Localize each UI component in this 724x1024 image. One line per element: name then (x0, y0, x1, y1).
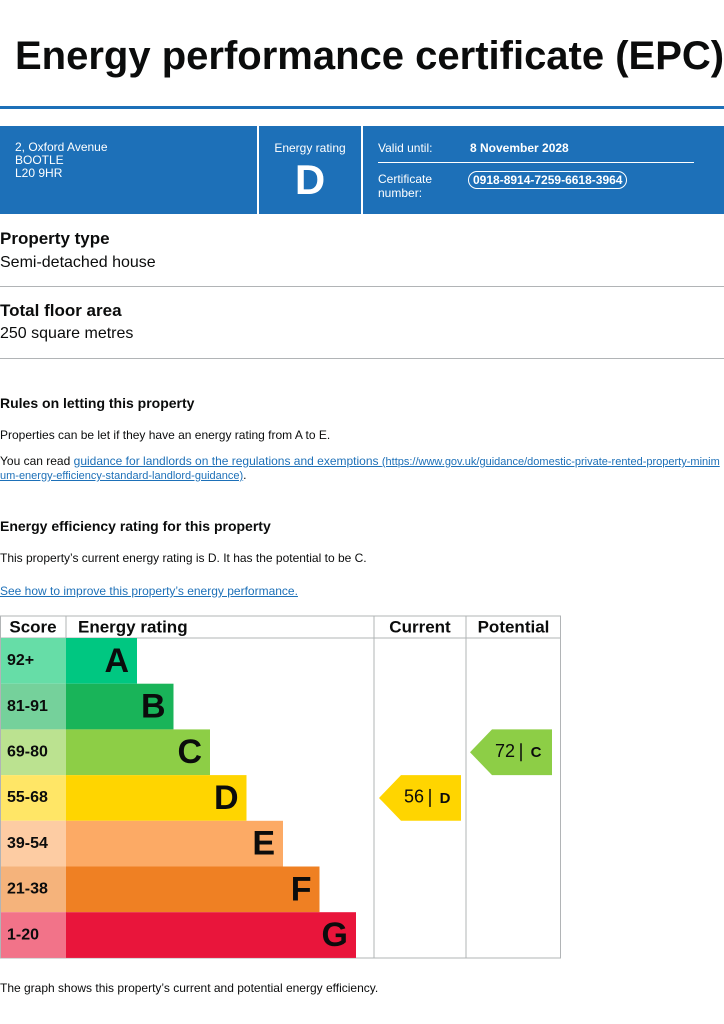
address-line: L20 9HR (15, 166, 63, 180)
text: You can read (0, 454, 71, 468)
address-line: 2, Oxford Avenue (15, 140, 108, 154)
band-bar (66, 912, 356, 958)
column-header: Energy rating (78, 617, 188, 636)
title-rule (0, 106, 724, 109)
score-cell (1, 820, 66, 867)
rating-label: Energy rating (274, 141, 346, 155)
epc-chart: Score Energy rating Current Potential 92+ A 81… (0, 615, 561, 959)
potential-rating: 72 C (470, 729, 552, 776)
band-letter: A (104, 642, 129, 680)
band-score: 55-68 (7, 789, 48, 806)
address: 2, Oxford Avenue BOOTLE L20 9HR (15, 141, 108, 180)
rating-score: 56 (404, 787, 424, 807)
band-score: 39-54 (7, 835, 48, 852)
band-score: 1-20 (7, 926, 39, 943)
band-letter: D (214, 779, 239, 817)
band-score: 81-91 (7, 698, 48, 715)
section-value: 250 square metres (0, 325, 134, 342)
score-cell (1, 866, 66, 913)
section-value: Semi-detached house (0, 254, 156, 271)
column-header: Potential (478, 617, 550, 636)
score-cell (1, 912, 66, 958)
column-header: Current (389, 617, 451, 636)
improve-link[interactable]: See how to improve this property’s energ… (0, 584, 298, 598)
score-cell (1, 729, 66, 776)
band-letter: G (322, 916, 348, 954)
rating-band: C (531, 744, 542, 761)
rating-arrow (470, 729, 552, 776)
section-heading: Energy efficiency rating for this proper… (0, 518, 271, 534)
rating-band: D (440, 790, 451, 807)
band-letter: E (252, 825, 275, 863)
score-cell (1, 638, 66, 684)
score-cell (1, 683, 66, 730)
rule (378, 162, 694, 163)
paragraph: You can read guidance for landlords on t… (0, 454, 720, 483)
table-border (0, 615, 561, 959)
band-bar (66, 820, 283, 867)
paragraph: Properties can be let if they have an en… (0, 428, 331, 442)
summary-box: 2, Oxford Avenue BOOTLE L20 9HR Energy r… (0, 126, 724, 214)
rating-score: 72 (495, 741, 515, 761)
current-rating: 56 D (379, 775, 461, 821)
band-score: 21-38 (7, 881, 48, 898)
caption: The graph shows this property’s current … (0, 981, 379, 995)
divider (361, 126, 363, 214)
band-bar (66, 866, 320, 913)
band-score: 92+ (7, 652, 34, 669)
section-heading: Total floor area (0, 301, 122, 320)
certificate-label: Certificate number: (378, 172, 433, 200)
section-heading: Property type (0, 229, 110, 248)
band-bar (66, 638, 137, 684)
rating-value: D (294, 156, 326, 203)
band-bar (66, 683, 174, 730)
address-line: BOOTLE (15, 153, 64, 167)
link-url[interactable]: (https://www.gov.uk/guidance/domestic-pr… (0, 456, 720, 482)
rating-arrow (379, 775, 461, 821)
valid-label: Valid until: (378, 141, 433, 155)
band-bar (66, 775, 247, 821)
rule (0, 286, 724, 287)
page-title: Energy performance certificate (EPC) (15, 34, 724, 78)
band-score: 69-80 (7, 743, 48, 760)
guidance-link[interactable]: guidance for landlords on the regulation… (0, 454, 720, 483)
band-letter: F (291, 870, 312, 908)
divider (257, 126, 259, 214)
rule (0, 358, 724, 359)
certificate-value: 0918-8914-7259-6618-3964 (468, 171, 628, 189)
band-bar (66, 729, 210, 776)
score-cell (1, 775, 66, 821)
column-header: Score (9, 617, 56, 636)
valid-value: 8 November 2028 (470, 141, 569, 155)
link-text[interactable]: guidance for landlords on the regulation… (73, 454, 379, 468)
paragraph: This property’s current energy rating is… (0, 551, 367, 565)
band-letter: B (141, 688, 166, 726)
section-heading: Rules on letting this property (0, 395, 195, 411)
band-letter: C (177, 733, 202, 771)
